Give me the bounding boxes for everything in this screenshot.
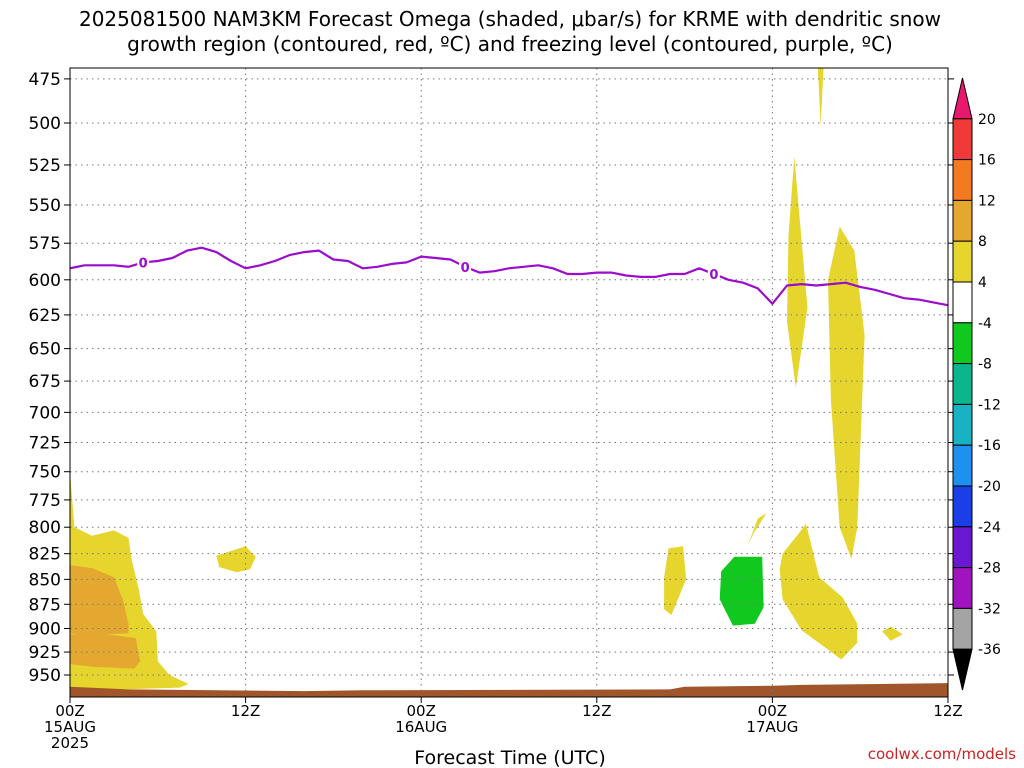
omega-region-7 bbox=[787, 156, 808, 388]
colorbar-label-2: 12 bbox=[978, 193, 996, 209]
chart-title-line-2: growth region (contoured, red, ºC) and f… bbox=[127, 32, 893, 56]
x-tick-label-5-0: 12Z bbox=[933, 702, 962, 720]
y-tick-label-9: 700 bbox=[29, 403, 61, 423]
colorbar-segment-12 bbox=[952, 567, 973, 609]
colorbar-segment-4 bbox=[952, 240, 973, 283]
colorbar-label-0: 20 bbox=[978, 112, 996, 128]
colorbar-bottom-arrow bbox=[952, 648, 973, 691]
x-tick-label-0-0: 00Z bbox=[55, 702, 84, 720]
x-tick-label-4-0: 00Z bbox=[758, 702, 787, 720]
y-tick-label-2: 525 bbox=[29, 156, 61, 176]
x-tick-label-0-2: 2025 bbox=[51, 734, 89, 752]
y-tick-label-12: 775 bbox=[29, 491, 61, 511]
y-tick-label-1: 500 bbox=[29, 114, 61, 134]
x-tick-label-2-1: 16AUG bbox=[395, 718, 447, 736]
y-tick-label-19: 950 bbox=[29, 666, 61, 686]
colorbar: 20 16 12 8 4 -4 -8 -12 -16 -20 -24 -28 -32 -36 bbox=[952, 77, 1001, 691]
freezing-level-line bbox=[70, 246, 948, 307]
colorbar-label-3: 8 bbox=[978, 234, 987, 250]
x-axis-label: Forecast Time (UTC) bbox=[414, 747, 605, 768]
colorbar-segment-7 bbox=[952, 363, 973, 405]
omega-region-11 bbox=[719, 556, 764, 626]
colorbar-top-arrow bbox=[952, 77, 973, 120]
colorbar-segment-3 bbox=[952, 199, 973, 242]
x-tick-label-2-0: 00Z bbox=[407, 702, 436, 720]
colorbar-segment-6 bbox=[952, 322, 973, 365]
omega-region-6 bbox=[779, 524, 858, 660]
omega-region-4 bbox=[664, 546, 687, 615]
colorbar-segment-1 bbox=[952, 118, 973, 161]
colorbar-label-11: -28 bbox=[978, 561, 1001, 577]
freezing-level-contour-label-0: 0 bbox=[139, 256, 148, 271]
colorbar-label-7: -12 bbox=[978, 397, 1001, 413]
colorbar-segment-11 bbox=[952, 526, 973, 569]
x-tick-label-1-0: 12Z bbox=[231, 702, 260, 720]
y-tick-label-11: 750 bbox=[29, 463, 61, 483]
y-tick-label-16: 875 bbox=[29, 595, 61, 615]
colorbar-segment-5 bbox=[952, 281, 973, 324]
y-tick-label-14: 825 bbox=[29, 545, 61, 565]
colorbar-label-4: 4 bbox=[978, 275, 987, 291]
y-tick-label-3: 550 bbox=[29, 196, 61, 216]
colorbar-label-1: 16 bbox=[978, 153, 996, 169]
colorbar-segment-2 bbox=[952, 159, 973, 201]
y-tick-label-17: 900 bbox=[29, 620, 61, 640]
y-tick-label-18: 925 bbox=[29, 643, 61, 663]
contour-label-bg-2 bbox=[707, 266, 720, 283]
credit-text: coolwx.com/models bbox=[868, 745, 1016, 763]
omega-region-2 bbox=[70, 634, 141, 669]
freezing-level-contour-label-2: 0 bbox=[709, 268, 718, 283]
x-tick-label-0-1: 15AUG bbox=[44, 718, 96, 736]
omega-region-8 bbox=[828, 226, 865, 559]
omega-region-1 bbox=[70, 565, 129, 636]
colorbar-segment-10 bbox=[952, 485, 973, 528]
colorbar-label-13: -36 bbox=[978, 642, 1001, 658]
colorbar-label-10: -24 bbox=[978, 520, 1001, 536]
contour-label-bg-0 bbox=[137, 254, 150, 271]
omega-region-10 bbox=[882, 626, 903, 641]
terrain-fill bbox=[70, 683, 948, 697]
y-tick-label-7: 650 bbox=[29, 340, 61, 360]
y-tick-label-5: 600 bbox=[29, 271, 61, 291]
x-tick-label-4-1: 17AUG bbox=[746, 718, 798, 736]
freezing-level-contour-label-1: 0 bbox=[461, 261, 470, 276]
contour-label-bg-1 bbox=[459, 258, 472, 275]
colorbar-label-6: -8 bbox=[978, 357, 992, 373]
plot-area: 0 0 0 475 500 525 550 575 600 625 650 675 700 725 750 7… bbox=[29, 67, 963, 752]
colorbar-label-8: -16 bbox=[978, 438, 1001, 454]
colorbar-segment-8 bbox=[952, 403, 973, 446]
colorbar-segment-13 bbox=[952, 607, 973, 650]
plot-frame bbox=[69, 67, 949, 698]
x-tick-label-3-0: 12Z bbox=[582, 702, 611, 720]
omega-region-9 bbox=[817, 68, 824, 127]
chart-title-line-1: 2025081500 NAM3KM Forecast Omega (shaded… bbox=[79, 7, 941, 31]
colorbar-segment-9 bbox=[952, 444, 973, 487]
colorbar-label-12: -32 bbox=[978, 601, 1001, 617]
y-tick-label-0: 475 bbox=[29, 70, 61, 90]
colorbar-label-5: -4 bbox=[978, 316, 992, 332]
y-tick-label-4: 575 bbox=[29, 234, 61, 254]
y-tick-label-13: 800 bbox=[29, 518, 61, 538]
y-tick-label-8: 675 bbox=[29, 372, 61, 392]
plot-content: 0 0 0 bbox=[70, 68, 948, 697]
colorbar-label-9: -20 bbox=[978, 479, 1001, 495]
y-tick-label-10: 725 bbox=[29, 434, 61, 454]
y-tick-label-15: 850 bbox=[29, 570, 61, 590]
y-tick-label-6: 625 bbox=[29, 306, 61, 326]
